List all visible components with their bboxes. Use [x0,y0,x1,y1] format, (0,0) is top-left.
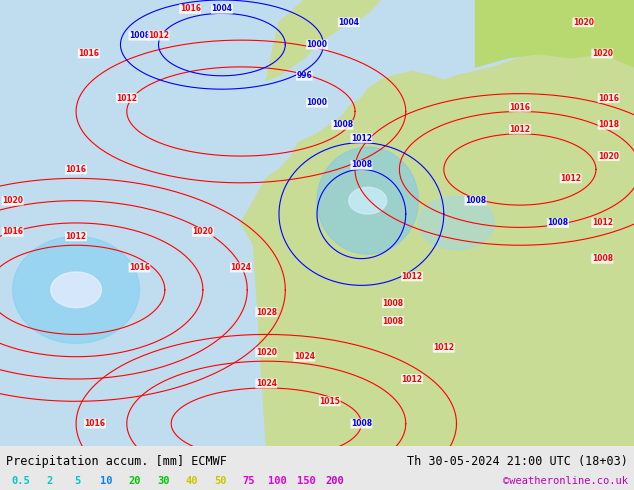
Text: 1016: 1016 [65,165,87,174]
Text: 1008: 1008 [382,299,404,308]
Text: 1008: 1008 [129,31,150,40]
Text: 5: 5 [75,476,81,486]
Text: 1008: 1008 [382,317,404,325]
Text: 1024: 1024 [294,352,315,361]
Text: 1012: 1012 [116,94,138,102]
Text: 1016: 1016 [78,49,100,58]
Text: Th 30-05-2024 21:00 UTC (18+03): Th 30-05-2024 21:00 UTC (18+03) [407,455,628,468]
Text: 1012: 1012 [433,343,455,352]
Text: 1012: 1012 [401,272,423,281]
Text: 40: 40 [186,476,198,486]
Text: 1016: 1016 [598,94,619,102]
Text: 1020: 1020 [192,227,214,236]
Text: 1012: 1012 [401,374,423,384]
Text: 1015: 1015 [320,397,340,406]
Text: 1012: 1012 [65,232,87,241]
Polygon shape [476,0,634,67]
Text: 1012: 1012 [351,134,372,143]
Text: 1016: 1016 [179,4,201,13]
Text: 1024: 1024 [230,263,252,272]
Text: 1008: 1008 [547,219,569,227]
Text: 1020: 1020 [598,151,619,161]
Text: 1008: 1008 [592,254,613,263]
Text: 75: 75 [243,476,255,486]
Text: 1024: 1024 [256,379,277,388]
Text: 1028: 1028 [256,308,277,317]
Text: Precipitation accum. [mm] ECMWF: Precipitation accum. [mm] ECMWF [6,455,227,468]
Text: 10: 10 [100,476,112,486]
Text: 0.5: 0.5 [11,476,30,486]
Text: 30: 30 [157,476,169,486]
Text: 1016: 1016 [129,263,150,272]
Text: 1000: 1000 [306,40,328,49]
Text: 50: 50 [214,476,226,486]
Text: 1020: 1020 [573,18,594,27]
Polygon shape [51,272,101,308]
Text: 1008: 1008 [465,196,486,205]
Text: 996: 996 [297,72,312,80]
Polygon shape [418,196,495,250]
Text: 1004: 1004 [211,4,233,13]
Text: 1020: 1020 [592,49,613,58]
Text: 1000: 1000 [306,98,328,107]
Polygon shape [241,45,634,446]
Text: 100: 100 [268,476,287,486]
Text: 1020: 1020 [2,196,23,205]
Text: 1008: 1008 [332,121,353,129]
Text: 1018: 1018 [598,121,619,129]
Text: 2: 2 [46,476,52,486]
Text: ©weatheronline.co.uk: ©weatheronline.co.uk [503,476,628,486]
Text: 150: 150 [297,476,315,486]
Text: 1016: 1016 [84,419,106,428]
Text: 200: 200 [325,476,344,486]
Text: 20: 20 [129,476,141,486]
Text: 1012: 1012 [560,174,581,183]
Text: 1008: 1008 [351,161,372,170]
Text: 1012: 1012 [592,219,613,227]
Polygon shape [266,0,380,80]
Text: 1016: 1016 [509,102,531,112]
Polygon shape [349,187,387,214]
Text: 1016: 1016 [2,227,23,236]
Polygon shape [13,236,139,343]
Text: 1020: 1020 [256,348,277,357]
Polygon shape [317,147,418,254]
Text: 1012: 1012 [148,31,169,40]
Text: 1004: 1004 [338,18,359,27]
Text: 1008: 1008 [351,419,372,428]
Text: 1012: 1012 [509,125,531,134]
